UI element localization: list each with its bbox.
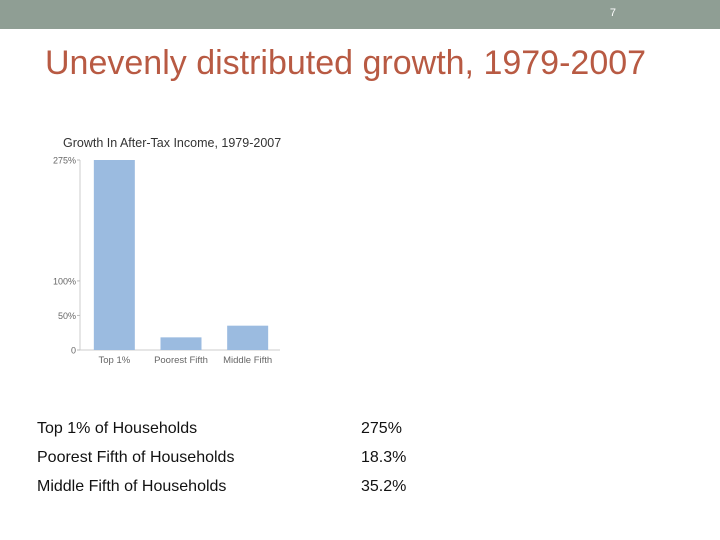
row-label: Middle Fifth of Households bbox=[37, 478, 227, 495]
x-ticks: Top 1% Poorest Fifth Middle Fifth bbox=[98, 355, 272, 366]
row-value: 275% bbox=[361, 420, 402, 437]
growth-table: Top 1% of Households 275% Poorest Fifth … bbox=[37, 418, 457, 505]
chart-bars bbox=[93, 160, 269, 350]
row-label: Poorest Fifth of Households bbox=[37, 449, 235, 466]
x-tick-label: Middle Fifth bbox=[223, 355, 272, 366]
slide-number: 7 bbox=[609, 7, 616, 19]
y-tick-label: 0 bbox=[71, 346, 76, 356]
row-label: Top 1% of Households bbox=[37, 420, 198, 437]
row-value: 18.3% bbox=[361, 449, 407, 466]
bar-chart: Growth In After-Tax Income, 1979-2007 0 5… bbox=[53, 136, 281, 366]
slide-title: Unevenly distributed growth, 1979-2007 bbox=[45, 44, 647, 82]
top-bar: 7 bbox=[0, 0, 720, 29]
y-tick-label: 100% bbox=[53, 276, 76, 286]
x-tick-label: Top 1% bbox=[98, 355, 130, 366]
table-row: Poorest Fifth of Households 18.3% bbox=[37, 447, 457, 476]
table-row: Middle Fifth of Households 35.2% bbox=[37, 476, 457, 505]
table-row: Top 1% of Households 275% bbox=[37, 418, 457, 447]
y-ticks: 0 50% 100% 275% bbox=[53, 156, 80, 356]
x-tick-label: Poorest Fifth bbox=[154, 355, 208, 366]
row-value: 35.2% bbox=[361, 478, 407, 495]
bar-middle-fifth bbox=[227, 325, 269, 350]
y-tick-label: 275% bbox=[53, 156, 76, 166]
chart-title: Growth In After-Tax Income, 1979-2007 bbox=[63, 136, 281, 150]
bar-top-1 bbox=[93, 160, 135, 350]
y-tick-label: 50% bbox=[58, 311, 76, 321]
bar-poorest-fifth bbox=[160, 337, 202, 350]
